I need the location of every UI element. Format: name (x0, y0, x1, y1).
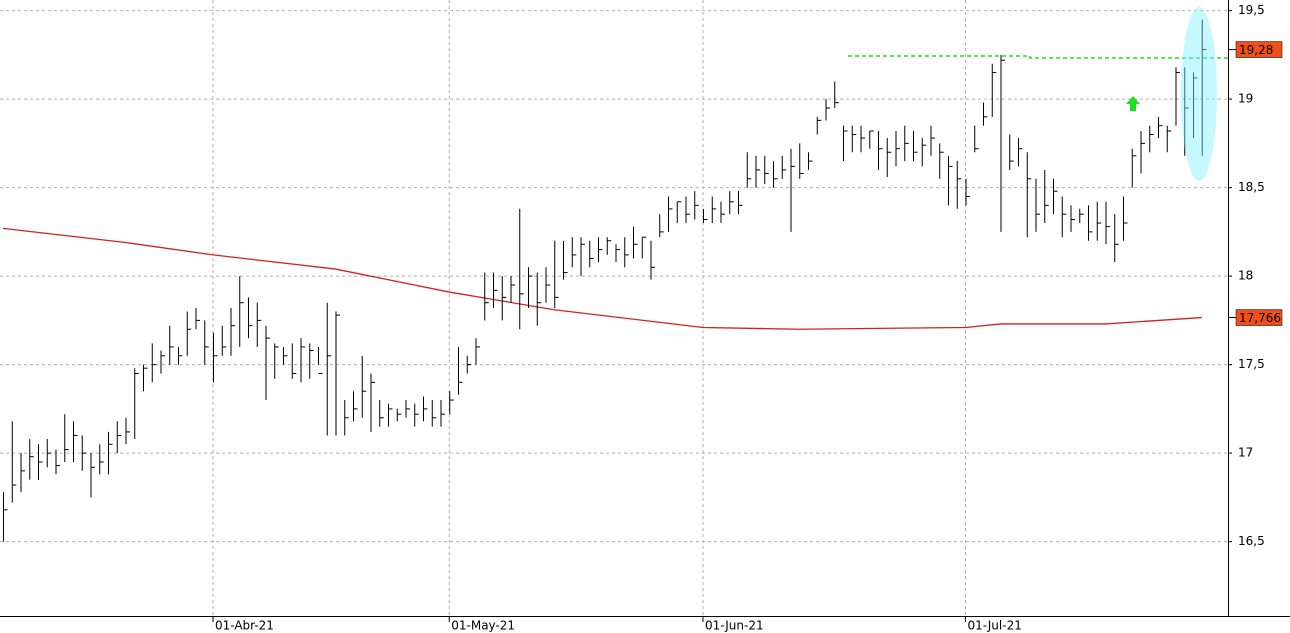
y-tick-label: 19 (1238, 92, 1253, 106)
up-arrow (1126, 96, 1140, 111)
x-tick-label: 01-Abr-21 (215, 619, 274, 633)
y-tick-label: 18 (1238, 269, 1253, 283)
y-tick-label: 16,5 (1238, 534, 1265, 548)
plot-area (0, 0, 1228, 616)
x-tick-label: 01-Jun-21 (705, 619, 764, 633)
y-tick-label: 19,5 (1238, 3, 1265, 17)
last-value-label: 19,28 (1239, 43, 1273, 57)
y-tick-label: 17,5 (1238, 357, 1265, 371)
resistance-line (848, 55, 1228, 59)
x-tick-label: 01-Jul-21 (968, 619, 1022, 633)
y-tick-label: 17 (1238, 446, 1253, 460)
y-tick-label: 18,5 (1238, 180, 1265, 194)
highlight-ellipse (1181, 7, 1217, 181)
x-tick-label: 01-May-21 (451, 619, 515, 633)
last-value-label: 17,766 (1239, 311, 1281, 325)
moving-average (2, 227, 1202, 330)
